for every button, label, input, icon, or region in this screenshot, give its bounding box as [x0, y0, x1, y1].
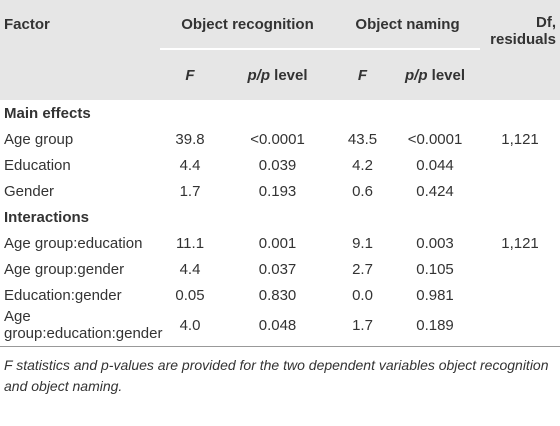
factor-cell: Education — [4, 156, 71, 174]
value-cell: 4.4 — [179, 260, 201, 278]
section-row: Main effects — [0, 100, 560, 126]
results-table: Factor Object recognition Object naming … — [0, 0, 560, 347]
subheader-cell: F — [160, 49, 220, 100]
value-cell: 0.001 — [258, 234, 297, 252]
value-cell: 43.5 — [347, 130, 378, 148]
value-cell: 0.189 — [390, 308, 481, 347]
value-cell: <0.0001 — [407, 130, 463, 148]
stat-label: F — [357, 66, 368, 84]
value-cell: 0.193 — [258, 182, 297, 200]
data-row: Education 4.4 0.039 4.2 0.044 — [0, 152, 560, 178]
stat-label: F — [185, 66, 195, 84]
section-title: Interactions — [4, 208, 90, 226]
value-cell: 39.8 — [175, 130, 205, 148]
value-cell: 2.7 — [352, 260, 373, 278]
data-row: Age group:education:gender 4.0 0.048 1.7 0.1… — [0, 308, 560, 347]
value-cell: 0.981 — [416, 286, 454, 304]
section-row: Interactions — [0, 204, 560, 230]
data-row: Education:gender 0.05 0.830 0.0 0.981 — [0, 282, 560, 308]
value-cell: 0.105 — [416, 260, 454, 278]
factor-cell: Age group — [4, 130, 74, 148]
value-cell: 4.0 — [160, 308, 220, 347]
factor-cell: Age group:gender — [4, 260, 125, 278]
header-cell: Object recognition — [160, 0, 336, 50]
subheader-cell: p/p level — [220, 49, 335, 100]
value-cell — [480, 256, 560, 282]
value-cell: 0.003 — [416, 234, 454, 252]
value-cell: 0.6 — [352, 182, 373, 200]
value-cell: 0.0 — [352, 286, 373, 304]
factor-cell: Gender — [4, 182, 55, 200]
factor-cell: Age group:education:gender — [0, 308, 162, 347]
factor-cell: Education:gender — [4, 286, 122, 304]
data-row: Gender 1.7 0.193 0.6 0.424 — [0, 178, 560, 204]
value-cell: 4.4 — [179, 156, 201, 174]
value-cell — [480, 282, 560, 308]
value-cell — [480, 178, 560, 204]
value-cell: 0.048 — [220, 308, 336, 347]
header-cell: Df, residuals — [490, 14, 557, 48]
value-cell: 1,121 — [501, 130, 539, 148]
data-row: Age group:gender 4.4 0.037 2.7 0.105 — [0, 256, 560, 282]
subheader-cell: p/p level — [390, 49, 480, 100]
header-cell: Factor — [4, 16, 50, 33]
value-cell: 0.830 — [258, 286, 297, 304]
value-cell: 0.037 — [258, 260, 297, 278]
data-row: Age group:education 11.1 0.001 9.1 0.003 1,12… — [0, 230, 560, 256]
stat-label: p/p — [247, 66, 270, 84]
footnote: F statistics and p-values are provided f… — [4, 357, 549, 394]
value-cell: 0.039 — [258, 156, 297, 174]
value-cell: 9.1 — [352, 234, 373, 252]
value-cell — [480, 152, 560, 178]
stat-label: p/p — [404, 66, 428, 84]
value-cell: 4.2 — [352, 156, 373, 174]
value-cell: 1.7 — [179, 182, 201, 200]
header-cell: Object naming — [335, 0, 481, 50]
value-cell: 0.05 — [175, 286, 205, 304]
value-cell: 0.424 — [416, 182, 454, 200]
value-cell: 0.044 — [416, 156, 454, 174]
value-cell — [480, 308, 560, 347]
value-cell: <0.0001 — [250, 130, 305, 148]
stat-unit: level — [431, 66, 466, 84]
value-cell: 1,121 — [501, 234, 539, 252]
stat-unit: level — [274, 66, 308, 84]
value-cell: 1.7 — [335, 308, 391, 347]
factor-cell: Age group:education — [4, 234, 143, 252]
section-title: Main effects — [4, 104, 91, 122]
value-cell: 11.1 — [175, 234, 205, 252]
data-row: Age group 39.8 <0.0001 43.5 <0.0001 1,121 — [0, 126, 560, 152]
subheader-cell: F — [335, 49, 390, 100]
